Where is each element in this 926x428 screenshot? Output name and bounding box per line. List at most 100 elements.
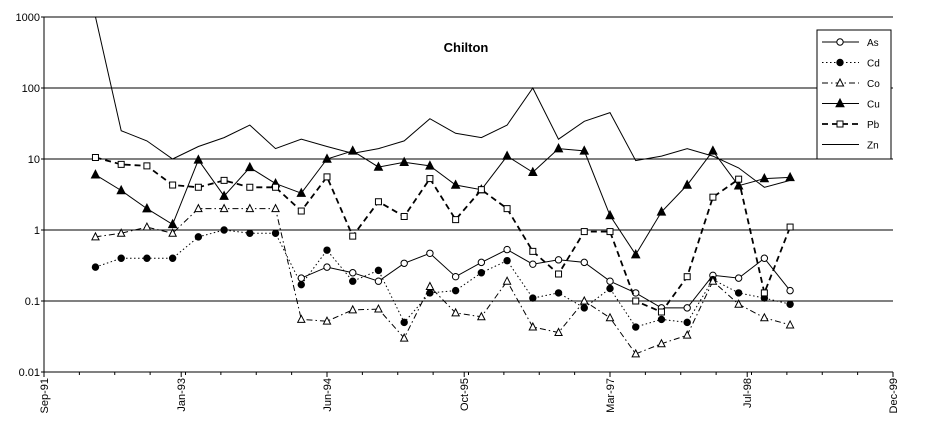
data-point	[323, 263, 331, 271]
data-point	[760, 254, 769, 262]
x-tick-label: Oct-95	[459, 378, 471, 411]
data-point	[142, 221, 152, 231]
data-point	[426, 175, 434, 183]
data-point	[605, 312, 615, 322]
data-point	[836, 58, 844, 67]
data-point	[683, 318, 691, 327]
series-zn	[95, 16, 791, 188]
data-point	[322, 153, 332, 163]
series-co	[91, 203, 795, 358]
legend-item: As	[822, 38, 879, 49]
data-point	[656, 206, 667, 216]
legend-label: Zn	[867, 141, 879, 152]
data-point	[297, 207, 305, 215]
data-point	[835, 97, 845, 108]
data-point	[168, 228, 178, 237]
series-cu	[90, 143, 795, 259]
data-point	[400, 318, 408, 327]
legend-item: Cu	[822, 97, 880, 111]
y-tick-label: 0.1	[25, 296, 40, 308]
data-point	[579, 295, 589, 305]
data-point	[502, 150, 512, 160]
y-tick-label: 0.01	[19, 367, 40, 379]
data-point	[786, 286, 794, 295]
data-point	[580, 258, 588, 267]
data-point	[400, 212, 408, 220]
legend-label: Pb	[867, 120, 880, 131]
data-point	[632, 323, 640, 331]
data-point	[400, 259, 408, 267]
data-point	[374, 277, 383, 285]
series-as	[297, 245, 794, 312]
legend-item: Zn	[822, 141, 879, 152]
data-point	[426, 249, 434, 257]
data-point	[169, 181, 177, 189]
data-point	[142, 203, 152, 213]
data-point	[323, 173, 331, 181]
data-point	[554, 327, 563, 337]
data-point	[91, 153, 99, 161]
data-point	[605, 209, 615, 220]
y-tick-labels: 0.01 0.1 1 10 100 1000	[16, 12, 40, 379]
legend-label: Co	[867, 79, 880, 90]
data-point	[374, 303, 383, 313]
data-point	[503, 205, 511, 213]
data-point	[579, 145, 590, 155]
data-point	[733, 180, 744, 190]
data-point	[193, 154, 204, 164]
legend: As Cd Co Cu Pb Zn	[816, 29, 892, 160]
data-point	[219, 190, 229, 200]
data-point	[451, 307, 461, 317]
data-point	[143, 162, 151, 170]
series-line	[95, 148, 791, 256]
data-point	[349, 277, 357, 285]
data-point	[786, 300, 794, 308]
data-point	[836, 38, 844, 46]
data-point	[245, 203, 255, 213]
data-point	[452, 216, 460, 224]
data-point	[785, 171, 795, 182]
data-point	[90, 169, 101, 179]
data-point	[244, 161, 255, 172]
data-point	[349, 232, 357, 240]
data-point	[168, 254, 177, 262]
data-point	[348, 304, 358, 314]
data-point	[347, 145, 358, 155]
legend-label: Cd	[867, 59, 880, 70]
data-point	[527, 166, 538, 176]
data-point	[425, 281, 435, 291]
series-cd	[91, 226, 794, 331]
data-point	[760, 289, 768, 297]
data-point	[374, 266, 383, 275]
data-point	[477, 269, 486, 277]
data-point	[786, 223, 794, 231]
data-point	[502, 276, 512, 285]
data-point	[219, 203, 229, 213]
series-line	[95, 229, 791, 328]
data-point	[374, 198, 382, 206]
y-tick-label: 10	[28, 154, 40, 166]
data-point	[657, 338, 666, 348]
data-point	[451, 272, 460, 281]
data-point	[271, 229, 280, 237]
data-point	[450, 179, 461, 189]
legend-box	[816, 29, 892, 160]
data-point	[554, 256, 563, 264]
data-point	[683, 273, 691, 281]
data-point	[116, 184, 127, 195]
data-point	[451, 286, 460, 295]
x-tick-label: Jul-98	[742, 378, 754, 408]
data-point	[272, 183, 280, 191]
data-point	[477, 186, 485, 194]
data-point	[373, 161, 384, 171]
legend-label: Cu	[867, 100, 880, 111]
x-tick-label: Dec-99	[888, 378, 900, 413]
series-line	[301, 249, 791, 309]
data-point	[529, 294, 537, 302]
data-point	[194, 233, 203, 241]
x-tick-label: Jun-94	[322, 378, 334, 412]
data-point	[606, 284, 614, 293]
legend-item: Cd	[822, 59, 880, 70]
data-point	[425, 160, 435, 170]
x-tick-label: Mar-97	[605, 378, 617, 413]
